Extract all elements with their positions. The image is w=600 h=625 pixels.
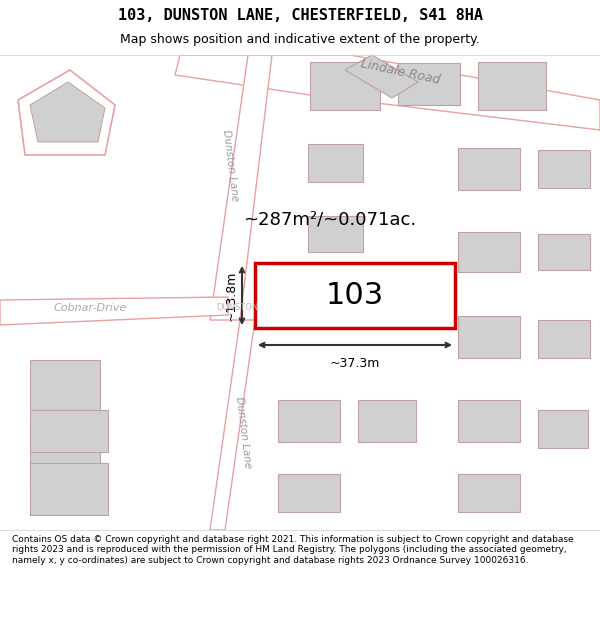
Bar	[458, 474, 520, 512]
Polygon shape	[210, 55, 272, 320]
Text: 103: 103	[326, 281, 384, 310]
Text: ~13.8m: ~13.8m	[225, 270, 238, 321]
Bar	[538, 410, 588, 448]
Bar	[538, 150, 590, 188]
Text: Dunston Lane: Dunston Lane	[233, 396, 253, 468]
Bar	[458, 232, 520, 272]
Bar	[538, 320, 590, 358]
Bar	[458, 400, 520, 442]
Bar	[308, 144, 363, 182]
Bar	[538, 234, 590, 270]
Polygon shape	[175, 55, 600, 130]
Text: ~287m²/~0.071ac.: ~287m²/~0.071ac.	[244, 211, 416, 229]
Polygon shape	[345, 55, 418, 98]
Bar	[278, 474, 340, 512]
Polygon shape	[0, 297, 228, 325]
Text: DUNSTON: DUNSTON	[216, 304, 258, 312]
Bar	[458, 148, 520, 190]
Text: 103, DUNSTON LANE, CHESTERFIELD, S41 8HA: 103, DUNSTON LANE, CHESTERFIELD, S41 8HA	[118, 8, 482, 23]
Text: Map shows position and indicative extent of the property.: Map shows position and indicative extent…	[120, 33, 480, 46]
Text: Contains OS data © Crown copyright and database right 2021. This information is : Contains OS data © Crown copyright and d…	[12, 535, 574, 564]
Bar	[30, 425, 100, 480]
Bar	[30, 410, 108, 452]
Bar	[30, 463, 108, 515]
Text: Cobnar-Drive: Cobnar-Drive	[53, 303, 127, 313]
Polygon shape	[210, 320, 255, 530]
Bar	[398, 63, 460, 105]
Bar	[30, 360, 100, 410]
Text: Lindale Road: Lindale Road	[359, 58, 441, 87]
Bar	[255, 263, 455, 328]
Bar	[310, 62, 380, 110]
Polygon shape	[18, 70, 115, 155]
Text: Dunston Lane: Dunston Lane	[221, 129, 239, 201]
Bar	[278, 400, 340, 442]
Bar	[308, 216, 363, 252]
Polygon shape	[30, 82, 105, 142]
Text: ~37.3m: ~37.3m	[330, 357, 380, 370]
Bar	[358, 400, 416, 442]
Bar	[478, 62, 546, 110]
Bar	[458, 316, 520, 358]
